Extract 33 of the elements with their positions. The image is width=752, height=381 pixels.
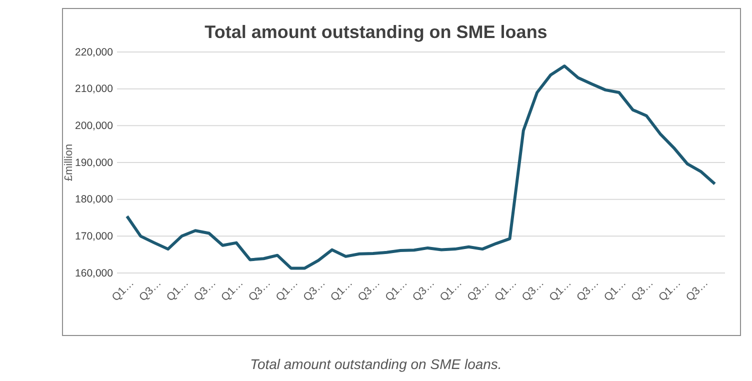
- x-tick-label: Q3…: [520, 277, 547, 304]
- x-tick-label: Q3…: [301, 277, 328, 304]
- text: Total amount outstanding on SME loans.: [250, 356, 502, 372]
- x-tick-label: Q3…: [629, 277, 656, 304]
- x-tick-label: Q1…: [219, 277, 246, 304]
- x-tick-label: Q3…: [410, 277, 438, 304]
- x-tick-label: Q3…: [465, 277, 492, 304]
- x-tick-label: Q3…: [246, 277, 274, 304]
- y-tick-label: 160,000: [75, 267, 114, 280]
- x-tick-label: Q1…: [274, 277, 301, 304]
- x-tick-label: Q1…: [656, 277, 684, 304]
- x-tick-label: Q1…: [328, 277, 356, 304]
- x-tick-label: Q1…: [438, 277, 465, 304]
- y-tick-label: 210,000: [75, 83, 114, 96]
- x-tick-label: Q1…: [110, 277, 136, 304]
- line-series: [126, 64, 716, 270]
- y-tick-label: 190,000: [75, 156, 114, 169]
- x-tick-label: Q3…: [137, 277, 164, 304]
- x-tick-label: Q1…: [383, 277, 410, 304]
- x-tick-label: Q1…: [164, 277, 192, 304]
- x-tick-label: Q1…: [547, 277, 574, 304]
- x-tick-label: Q1…: [602, 277, 629, 304]
- y-tick-label: 180,000: [75, 194, 114, 206]
- x-tick-label: Q3…: [192, 277, 218, 304]
- y-tick-label: 220,000: [75, 46, 114, 58]
- y-tick-label: 200,000: [75, 120, 114, 132]
- x-tick-label: Q1…: [492, 277, 520, 304]
- chart-title: Total amount outstanding on SME loans: [204, 22, 548, 42]
- x-tick-label: Q3…: [684, 277, 711, 304]
- x-tick-label: Q3…: [574, 277, 602, 304]
- y-axis-title: £million: [63, 144, 75, 182]
- x-tick-label: Q3…: [356, 277, 383, 304]
- y-tick-label: 170,000: [75, 230, 114, 243]
